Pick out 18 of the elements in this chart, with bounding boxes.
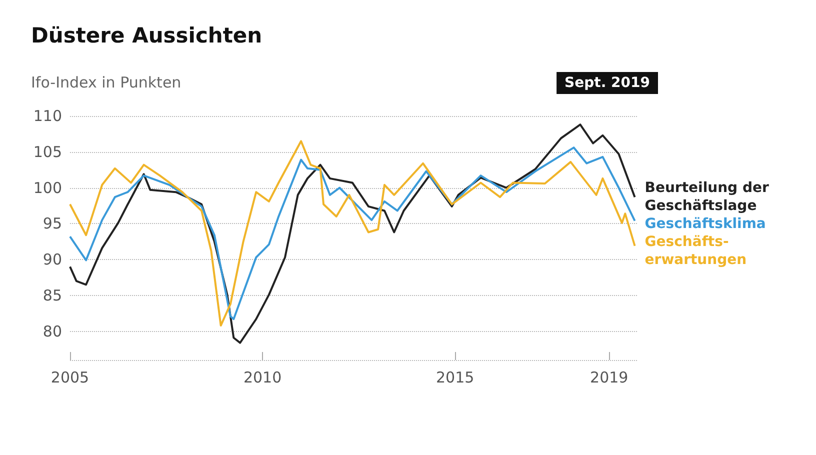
y-tick-label: 85 [42,286,62,304]
y-tick-label: 95 [42,214,62,233]
series-label: Geschäfts-erwartungen [644,234,747,268]
series-label: Beurteilung der Geschäftslage [644,180,774,214]
y-tick-label: 105 [33,142,62,161]
chart-subtitle: Ifo-Index in Punkten [31,74,182,92]
line-series [69,124,636,344]
x-tick-label: 2005 [50,368,90,386]
y-tick-label: 80 [42,322,62,340]
y-tick-label: 90 [42,250,62,269]
y-tick-label: 100 [33,178,62,197]
y-tick-label: 110 [33,107,62,125]
x-tick-label: 2019 [590,368,628,386]
x-tick-label: 2015 [436,368,474,386]
x-tick-label: 2010 [243,368,282,386]
text: Sept. 2019 [564,75,650,91]
chart-title: Düstere Aussichten [31,24,262,48]
series-label: Geschäftsklima [644,216,766,232]
